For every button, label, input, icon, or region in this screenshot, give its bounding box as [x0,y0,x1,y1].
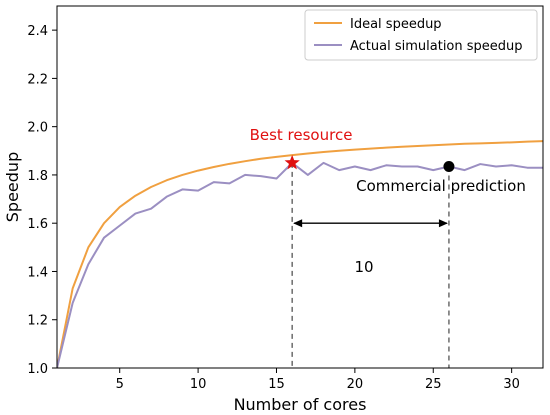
series-line-ideal [57,140,543,368]
x-tick-label: 5 [116,377,124,392]
best-resource-star-icon [284,154,300,170]
commercial-prediction-dot [443,160,455,172]
x-axis-label: Number of cores [234,395,367,414]
marker-layer [284,154,455,172]
series-layer [57,140,543,368]
legend-box [304,9,538,61]
plot-frame [56,5,544,369]
y-tick-label: 2.0 [27,121,48,136]
y-tick-label: 1.4 [27,265,48,280]
best-resource-label: Best resource [250,126,353,144]
gap-arrow-head-right [438,219,448,228]
y-tick-label: 1.8 [27,169,48,184]
x-tick-label: 30 [503,377,520,392]
gap-value-label: 10 [354,258,373,276]
legend: Ideal speedup Actual simulation speedup [304,9,538,61]
gap-arrow-head-left [293,219,303,228]
x-tick-label: 10 [190,377,207,392]
x-axis-ticks: 5 10 15 20 25 30 [116,368,520,392]
y-tick-label: 1.0 [27,362,48,377]
x-tick-label: 20 [347,377,364,392]
legend-label-actual: Actual simulation speedup [350,39,523,54]
x-tick-label: 15 [268,377,285,392]
y-tick-label: 1.6 [27,217,48,232]
legend-label-ideal: Ideal speedup [350,17,442,32]
y-tick-label: 2.2 [27,72,48,87]
x-tick-label: 25 [425,377,442,392]
y-axis-ticks: 1.0 1.2 1.4 1.6 1.8 2.0 2.2 2.4 [27,24,57,377]
gap-marker-lines [291,162,450,368]
series-line-actual [57,161,543,368]
plot-area [57,6,543,368]
y-tick-label: 1.2 [27,314,48,329]
commercial-prediction-label: Commercial prediction [356,177,526,195]
y-tick-label: 2.4 [27,24,48,39]
y-axis-label: Speedup [3,152,22,222]
